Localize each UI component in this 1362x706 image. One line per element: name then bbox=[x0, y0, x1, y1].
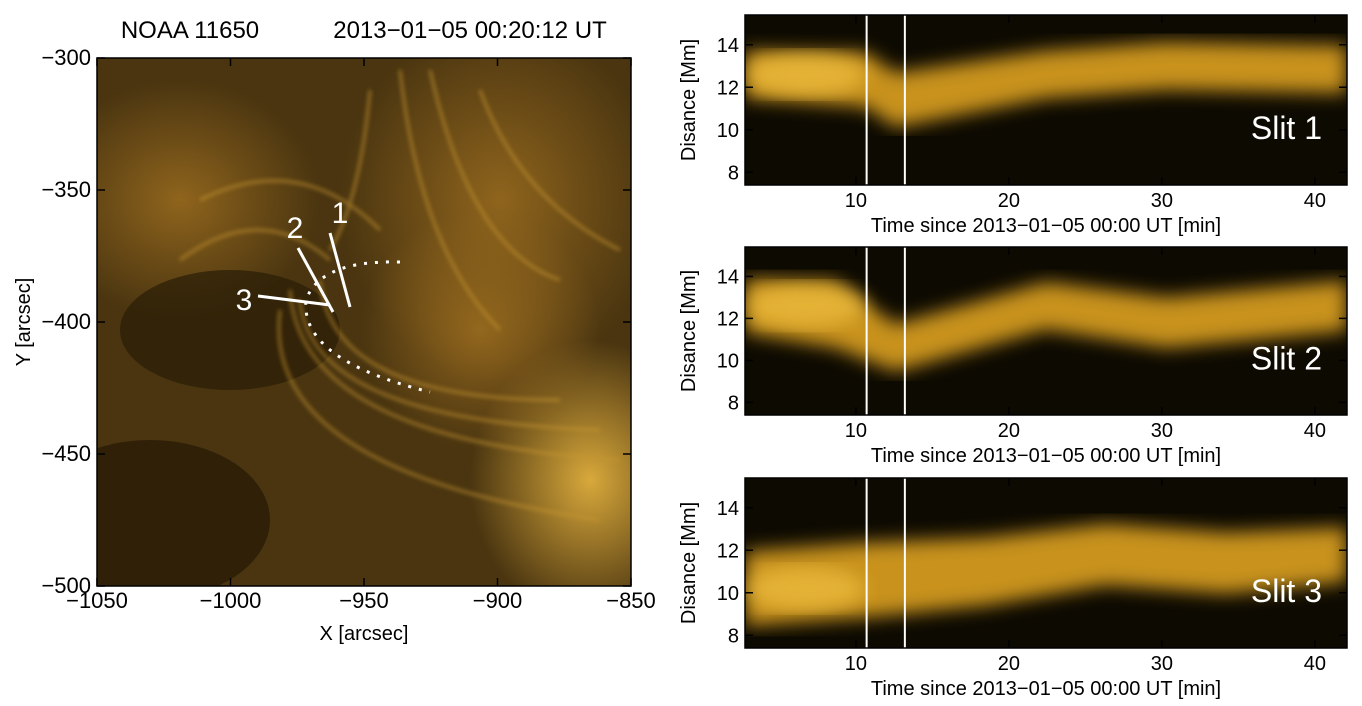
x-tick-label: −1050 bbox=[66, 588, 128, 613]
y-tick-label: 8 bbox=[728, 392, 739, 414]
panel-label: Slit 1 bbox=[1251, 110, 1322, 146]
x-tick-label: 10 bbox=[845, 653, 867, 675]
x-tick-label: 40 bbox=[1304, 653, 1326, 675]
x-tick-label: 40 bbox=[1304, 420, 1326, 442]
y-tick-label: −500 bbox=[41, 573, 91, 598]
timeslice-image bbox=[745, 478, 1347, 648]
bright-band bbox=[745, 523, 1347, 626]
y-tick-label: 8 bbox=[728, 162, 739, 184]
y-axis-label: Disance [Mm] bbox=[678, 39, 700, 161]
panel-label: Slit 3 bbox=[1251, 573, 1322, 609]
bright-spot bbox=[745, 52, 866, 97]
x-axis-label: Time since 2013−01−05 00:00 UT [min] bbox=[871, 445, 1221, 467]
x-tick-label: −850 bbox=[606, 588, 656, 613]
y-tick-label: 12 bbox=[717, 77, 739, 99]
slit-label: 1 bbox=[332, 197, 349, 230]
chart-title: NOAA 11650 bbox=[121, 17, 259, 44]
frame bbox=[744, 14, 1348, 186]
y-tick-label: −300 bbox=[41, 45, 91, 70]
x-tick-label: 10 bbox=[845, 420, 867, 442]
timeslice-image bbox=[745, 15, 1347, 185]
slit-label: 3 bbox=[236, 284, 253, 317]
x-tick-label: 10 bbox=[845, 190, 867, 212]
y-tick-label: 14 bbox=[717, 35, 739, 57]
y-tick-label: 10 bbox=[717, 120, 739, 142]
x-tick-label: 20 bbox=[998, 653, 1020, 675]
y-tick-label: 14 bbox=[717, 498, 739, 520]
y-tick-label: 14 bbox=[717, 266, 739, 288]
y-axis-label: Y [arcsec] bbox=[13, 278, 35, 367]
y-tick-label: 10 bbox=[717, 583, 739, 605]
timeslice-image bbox=[745, 247, 1347, 415]
panel-label: Slit 2 bbox=[1251, 341, 1322, 377]
x-axis-label: Time since 2013−01−05 00:00 UT [min] bbox=[871, 215, 1221, 237]
x-tick-label: 20 bbox=[998, 190, 1020, 212]
x-tick-label: 20 bbox=[998, 420, 1020, 442]
x-tick-label: 30 bbox=[1151, 653, 1173, 675]
y-tick-label: −400 bbox=[41, 309, 91, 334]
y-axis-label: Disance [Mm] bbox=[678, 502, 700, 624]
chart-title: 2013−01−05 00:20:12 UT bbox=[333, 17, 607, 44]
frame bbox=[744, 477, 1348, 649]
y-tick-label: 8 bbox=[728, 625, 739, 647]
x-tick-label: 40 bbox=[1304, 190, 1326, 212]
bright-band bbox=[745, 278, 1347, 372]
x-tick-label: −950 bbox=[339, 588, 389, 613]
y-tick-label: −350 bbox=[41, 177, 91, 202]
x-tick-label: 30 bbox=[1151, 190, 1173, 212]
y-tick-label: 10 bbox=[717, 350, 739, 372]
y-axis-label: Disance [Mm] bbox=[678, 270, 700, 392]
x-axis-label: X [arcsec] bbox=[320, 623, 409, 645]
bright-band bbox=[745, 42, 1347, 128]
x-tick-label: 30 bbox=[1151, 420, 1173, 442]
bright-spot bbox=[745, 283, 866, 328]
y-tick-label: 12 bbox=[717, 308, 739, 330]
frame bbox=[744, 246, 1348, 416]
x-tick-label: −900 bbox=[473, 588, 523, 613]
y-tick-label: 12 bbox=[717, 540, 739, 562]
slit-label: 2 bbox=[287, 212, 304, 245]
bright-spot bbox=[745, 566, 866, 611]
y-tick-label: −450 bbox=[41, 441, 91, 466]
x-tick-label: −1000 bbox=[200, 588, 262, 613]
x-axis-label: Time since 2013−01−05 00:00 UT [min] bbox=[871, 678, 1221, 700]
euv-image: 1 2 3 bbox=[97, 58, 631, 586]
